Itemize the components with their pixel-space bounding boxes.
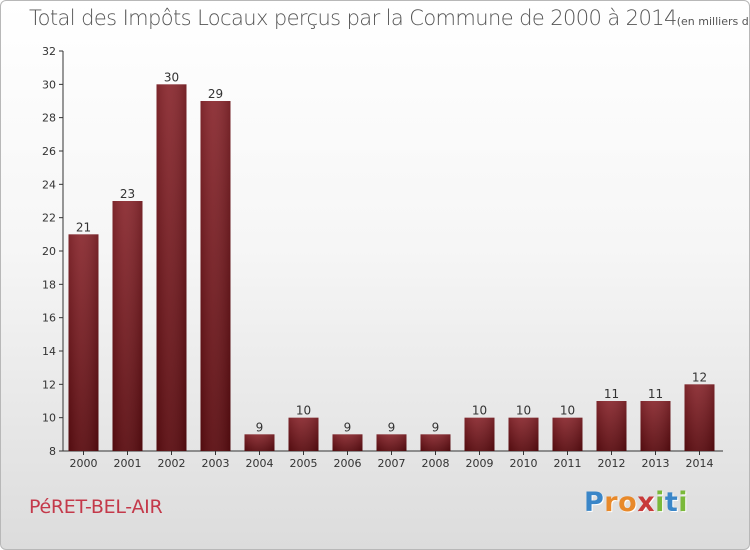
bar-shade <box>200 101 231 451</box>
bar-shade <box>112 201 143 451</box>
y-tick-label: 30 <box>42 78 56 91</box>
bar-shade <box>68 234 99 451</box>
data-label: 9 <box>344 420 352 434</box>
commune-name: PéRET-BEL-AIR <box>29 496 163 518</box>
bar-shade <box>332 434 363 451</box>
chart-bars <box>68 84 715 451</box>
logo-letter: x <box>637 487 656 518</box>
logo-letter: i <box>678 487 689 518</box>
x-tick-label: 2011 <box>554 457 582 470</box>
chart-unit: (en milliers d'€) <box>676 15 749 28</box>
data-label: 10 <box>560 404 575 418</box>
logo-letter: o <box>618 487 638 518</box>
bar-shade <box>596 401 627 451</box>
data-label: 11 <box>648 387 663 401</box>
bar-shade <box>508 417 539 451</box>
bar-shade <box>464 417 495 451</box>
bar-shade <box>684 384 715 451</box>
chart-axes: 8 10 12 14 16 18 20 22 24 26 28 30 32 <box>42 45 723 458</box>
y-tick-label: 12 <box>42 378 56 391</box>
data-label: 29 <box>208 87 223 101</box>
data-label: 10 <box>516 404 531 418</box>
y-tick-label: 8 <box>49 445 56 458</box>
x-tick-label: 2013 <box>642 457 670 470</box>
x-tick-label: 2003 <box>202 457 230 470</box>
data-label: 21 <box>76 220 91 234</box>
bar-shade <box>376 434 407 451</box>
x-tick-label: 2012 <box>598 457 626 470</box>
x-tick-label: 2000 <box>70 457 98 470</box>
x-tick-label: 2010 <box>510 457 538 470</box>
proxiti-logo: Proxiti <box>584 487 688 518</box>
y-tick-label: 26 <box>42 145 56 158</box>
data-label: 10 <box>472 404 487 418</box>
y-tick-label: 32 <box>42 45 56 58</box>
data-label: 30 <box>164 70 179 84</box>
y-tick-label: 20 <box>42 245 56 258</box>
x-tick-label: 2004 <box>246 457 274 470</box>
bar-shade <box>420 434 451 451</box>
logo-letter: t <box>664 487 679 518</box>
y-tick-label: 24 <box>42 178 56 191</box>
data-label: 9 <box>256 420 264 434</box>
y-tick-label: 18 <box>42 278 56 291</box>
data-label: 23 <box>120 187 135 201</box>
logo-letter: P <box>584 487 605 518</box>
bar-shade <box>640 401 671 451</box>
y-tick-label: 28 <box>42 112 56 125</box>
chart-title-text: Total des Impôts Locaux perçus par la Co… <box>29 6 677 30</box>
x-tick-label: 2006 <box>334 457 362 470</box>
bar-shade <box>288 417 319 451</box>
bar-shade <box>552 417 583 451</box>
data-label: 9 <box>432 420 440 434</box>
bar-shade <box>244 434 275 451</box>
chart-labels: 2000 21 2001 23 2002 30 2003 29 2004 9 2005 10 2006 9… <box>70 70 714 470</box>
data-label: 11 <box>604 387 619 401</box>
logo-letter: r <box>604 487 619 518</box>
x-tick-label: 2001 <box>114 457 142 470</box>
x-tick-label: 2014 <box>686 457 714 470</box>
x-tick-label: 2002 <box>158 457 186 470</box>
y-tick-label: 14 <box>42 345 56 358</box>
x-tick-label: 2007 <box>378 457 406 470</box>
x-tick-label: 2005 <box>290 457 318 470</box>
y-tick-label: 10 <box>42 412 56 425</box>
chart-title: Total des Impôts Locaux perçus par la Co… <box>29 6 749 30</box>
y-tick-label: 16 <box>42 312 56 325</box>
logo-letter: i <box>655 487 665 518</box>
data-label: 10 <box>296 404 311 418</box>
x-tick-label: 2009 <box>466 457 494 470</box>
data-label: 12 <box>692 370 707 384</box>
bar-shade <box>156 84 187 451</box>
y-tick-label: 22 <box>42 212 56 225</box>
x-tick-label: 2008 <box>422 457 450 470</box>
data-label: 9 <box>388 420 396 434</box>
